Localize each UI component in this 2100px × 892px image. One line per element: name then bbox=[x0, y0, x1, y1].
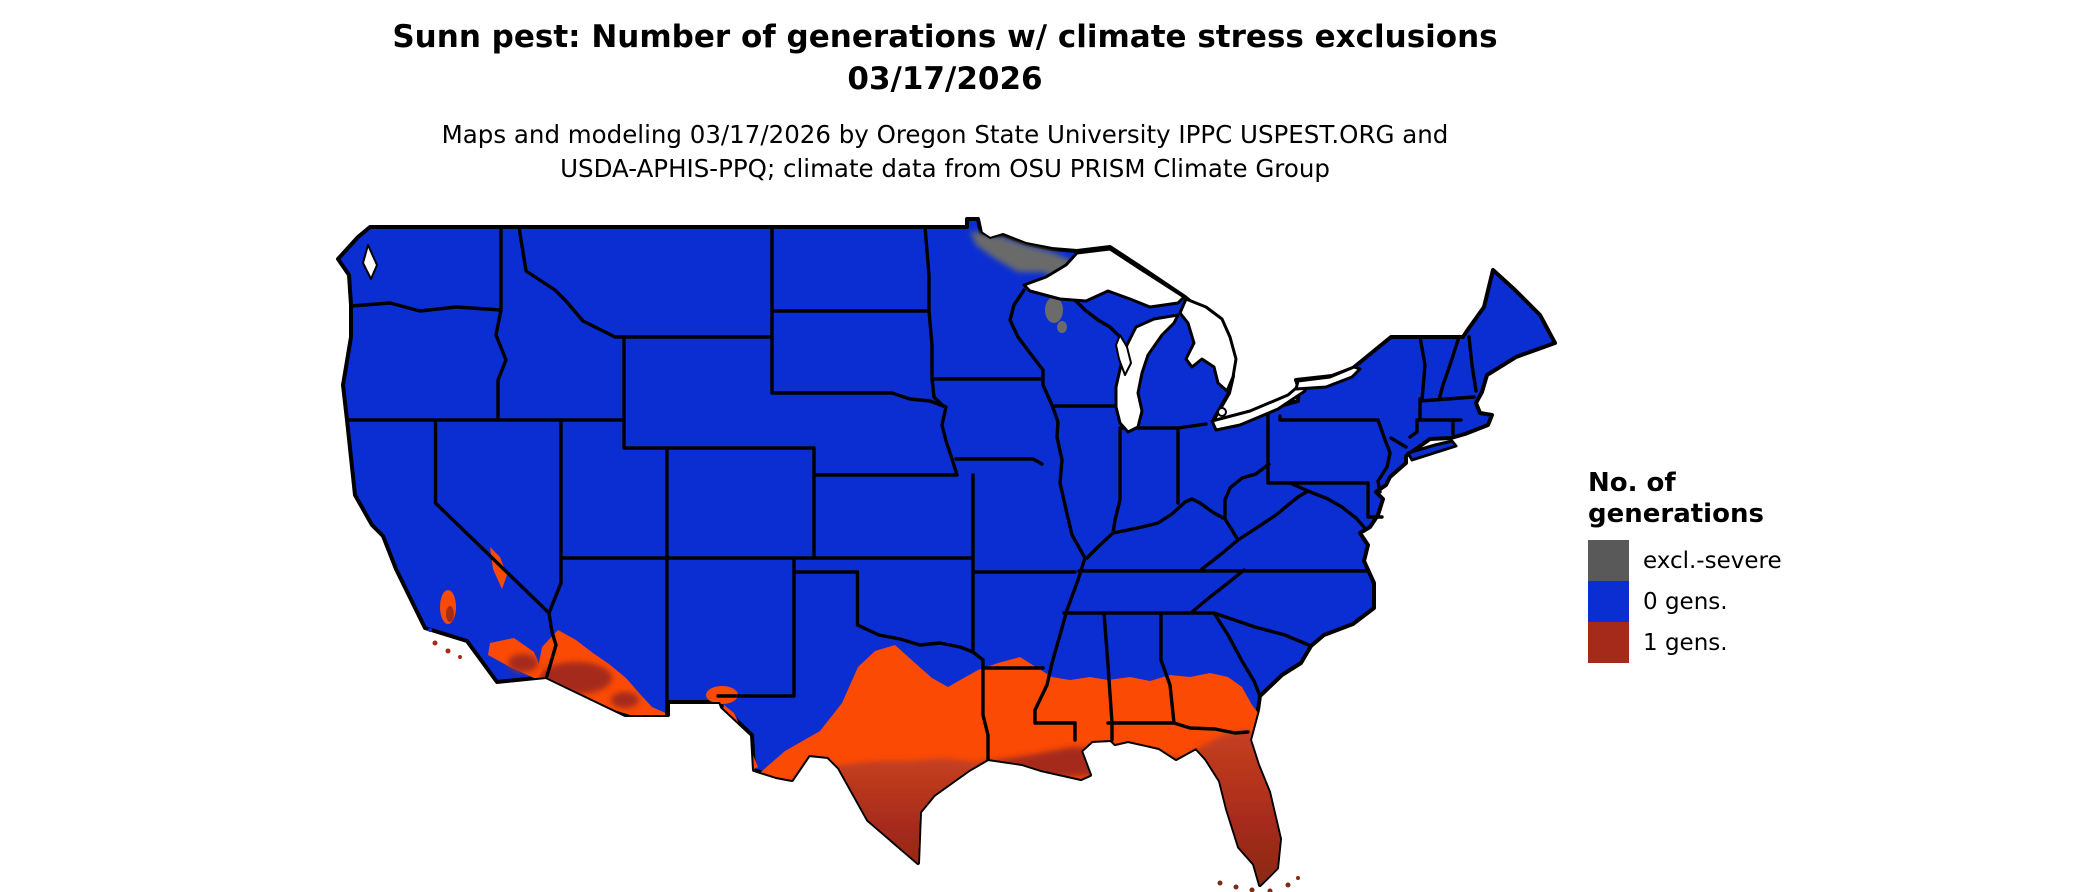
key-dot bbox=[1249, 887, 1255, 892]
legend-title-line-2: generations bbox=[1588, 499, 1764, 529]
orange-speckle bbox=[915, 698, 921, 704]
lake-ontario bbox=[1294, 365, 1362, 391]
green-bay bbox=[1115, 334, 1132, 376]
red-central-valley bbox=[446, 606, 454, 622]
channel-islands bbox=[428, 628, 462, 659]
gray-wisconsin-patch-small bbox=[1057, 321, 1067, 333]
legend-swatch-0-gens bbox=[1588, 581, 1629, 622]
subtitle-line-2: USDA-APHIS-PPQ; climate data from OSU PR… bbox=[560, 154, 1330, 183]
key-dot bbox=[1296, 876, 1300, 880]
figure-title: Sunn pest: Number of generations w/ clim… bbox=[0, 16, 1890, 100]
us-map bbox=[336, 217, 1557, 892]
key-dot bbox=[1233, 884, 1239, 890]
red-gulf-coast-strip bbox=[978, 747, 1233, 821]
title-line-1: Sunn pest: Number of generations w/ clim… bbox=[392, 19, 1498, 55]
legend-items: excl.-severe 0 gens. 1 gens. bbox=[1588, 540, 1782, 663]
island-dot bbox=[432, 640, 438, 646]
subtitle-line-1: Maps and modeling 03/17/2026 by Oregon S… bbox=[441, 120, 1449, 149]
orange-speckle bbox=[938, 691, 946, 699]
puget-sound bbox=[362, 244, 378, 280]
legend-title-line-1: No. of bbox=[1588, 468, 1676, 498]
us-map-container bbox=[330, 215, 1570, 892]
long-island bbox=[1406, 439, 1458, 462]
orange-death-valley bbox=[490, 547, 507, 589]
state-borders bbox=[345, 225, 1478, 761]
orange-speckle bbox=[886, 681, 894, 689]
florida-keys bbox=[1217, 876, 1300, 892]
key-dot bbox=[1285, 882, 1291, 888]
legend-label-0-gens: 0 gens. bbox=[1643, 588, 1728, 615]
lake-michigan bbox=[1114, 313, 1180, 434]
legend-title: No. of generations bbox=[1588, 468, 1782, 530]
legend-label-excl-severe: excl.-severe bbox=[1643, 547, 1782, 574]
legend-item-excl-severe: excl.-severe bbox=[1588, 540, 1782, 581]
lake-erie bbox=[1210, 381, 1307, 432]
orange-speckle bbox=[852, 711, 860, 719]
legend-label-1-gens: 1 gens. bbox=[1643, 629, 1728, 656]
great-lakes bbox=[362, 244, 1362, 434]
legend-swatch-1-gens bbox=[1588, 622, 1629, 663]
gray-minnesota-arrowhead bbox=[970, 231, 1078, 281]
legend-item-1-gens: 1 gens. bbox=[1588, 622, 1782, 663]
red-south-texas bbox=[760, 758, 1030, 885]
lake-st-clair bbox=[1217, 407, 1227, 417]
figure-subtitle: Maps and modeling 03/17/2026 by Oregon S… bbox=[0, 118, 1890, 186]
gray-wisconsin-patch bbox=[1045, 297, 1063, 323]
red-arizona-east bbox=[611, 692, 639, 708]
key-dot bbox=[1267, 888, 1273, 892]
legend-swatch-excl-severe bbox=[1588, 540, 1629, 581]
island-dot bbox=[445, 648, 451, 654]
lake-huron bbox=[1178, 297, 1238, 393]
island-dot bbox=[458, 655, 462, 659]
key-dot bbox=[1217, 880, 1223, 886]
red-imperial-core bbox=[508, 654, 538, 672]
island-dot bbox=[428, 628, 432, 632]
title-line-2: 03/17/2026 bbox=[847, 61, 1043, 97]
map-legend: No. of generations excl.-severe 0 gens. … bbox=[1588, 468, 1782, 663]
legend-item-0-gens: 0 gens. bbox=[1588, 581, 1782, 622]
lake-superior bbox=[1022, 247, 1186, 309]
